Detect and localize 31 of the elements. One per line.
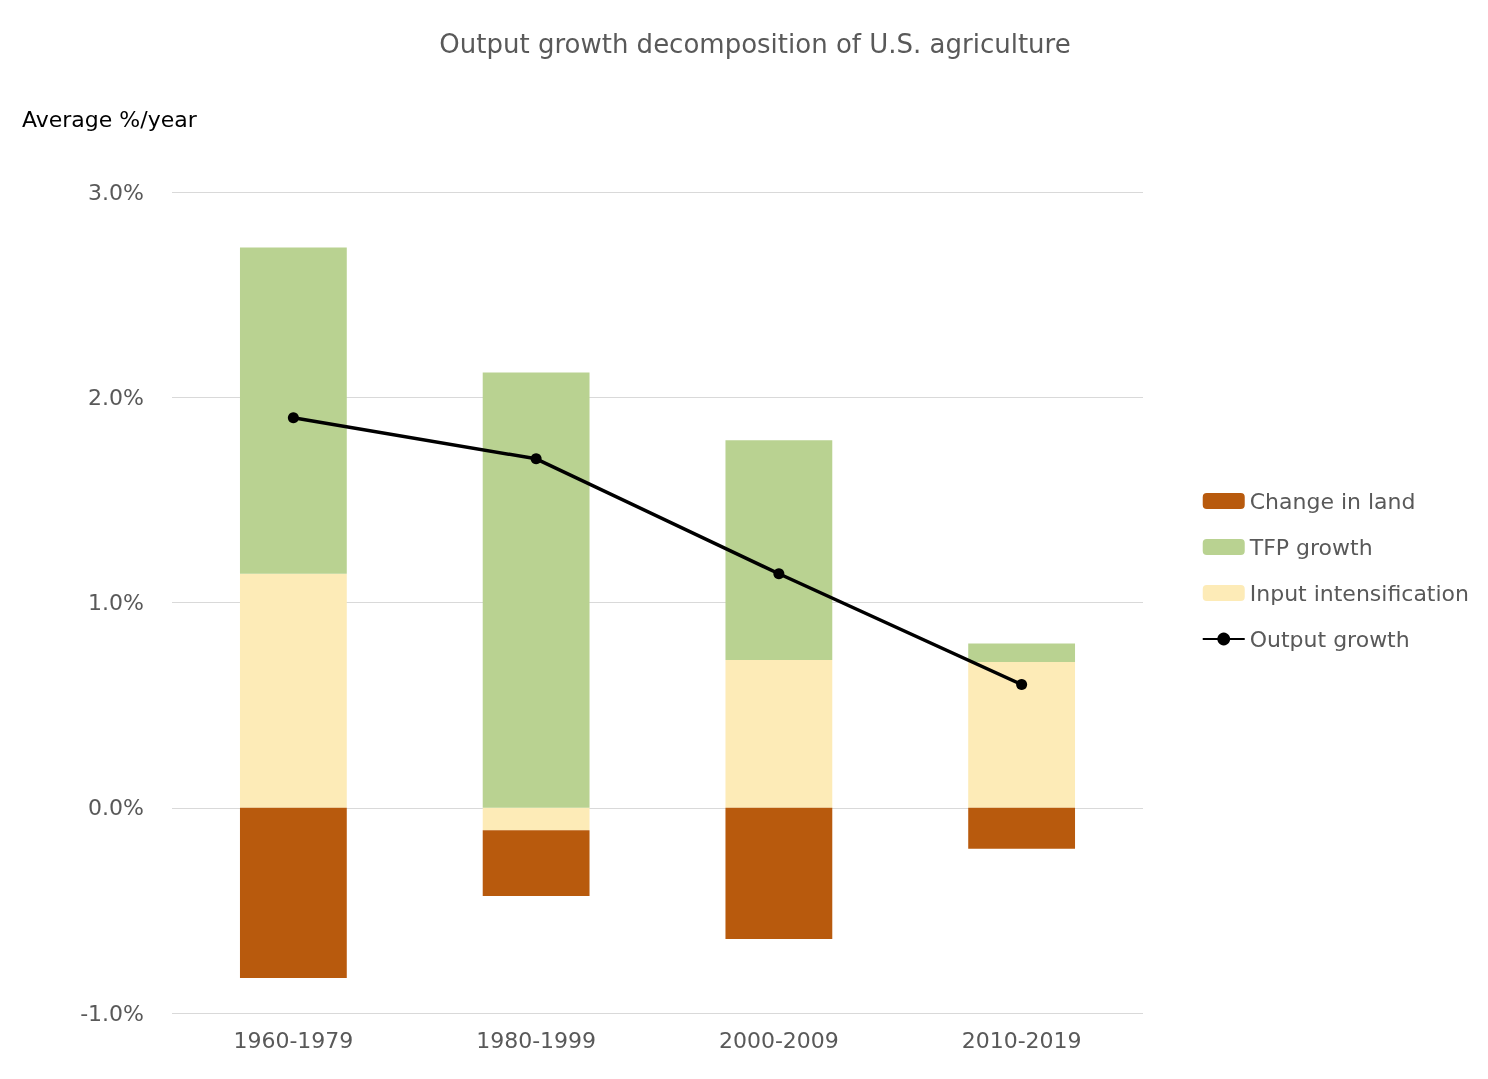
bar xyxy=(239,247,347,574)
bar xyxy=(725,659,833,808)
bar xyxy=(482,830,590,897)
bar xyxy=(968,807,1076,849)
legend-label: TFP growth xyxy=(1248,534,1373,560)
legend-label: Change in land xyxy=(1249,488,1416,514)
point xyxy=(773,568,785,580)
bar xyxy=(968,643,1076,663)
legend-label: Output growth xyxy=(1249,626,1410,652)
chart-title: Output growth decomposition of U.S. agriculture xyxy=(439,29,1071,59)
bar xyxy=(725,440,833,660)
point xyxy=(1016,679,1028,691)
x-tick-label: 2000-2009 xyxy=(718,1027,839,1053)
y-tick-label: 2.0% xyxy=(88,384,144,410)
legend-label: Input intensification xyxy=(1249,580,1470,606)
y-tick-label: -1.0% xyxy=(80,1000,144,1026)
bar xyxy=(239,573,347,808)
y-tick-label: 3.0% xyxy=(88,179,144,205)
bar xyxy=(482,807,590,831)
y-tick-label: 1.0% xyxy=(88,590,144,615)
bar xyxy=(239,807,347,979)
point xyxy=(287,412,299,424)
x-tick-label: 1960-1979 xyxy=(233,1027,354,1053)
x-tick-label: 1980-1999 xyxy=(476,1027,597,1053)
y-tick-label: 0.0% xyxy=(88,795,144,821)
point xyxy=(530,453,542,465)
x-tick-label: 2010-2019 xyxy=(961,1027,1082,1053)
bar xyxy=(482,372,590,808)
y-axis-title: Average %/year xyxy=(22,106,198,132)
bar xyxy=(968,662,1076,808)
bar xyxy=(725,807,833,940)
